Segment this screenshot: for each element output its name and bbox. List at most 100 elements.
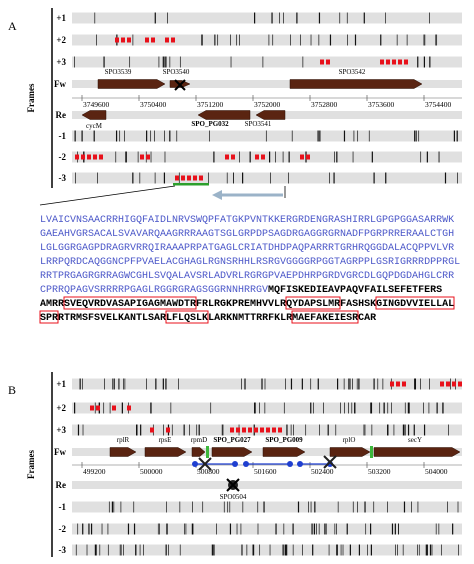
sequence-segment: MQFISKEDIEAVPAQVFAILSEFETFERS [268,285,442,296]
deleted-mark [323,455,337,469]
sequence-segment: QYDAPSLMR [286,299,340,310]
gene-arrow [373,447,461,457]
orf-hit [260,427,264,433]
sequence-segment: CPRRQPAGVSRRRRPGAGLRGGRGRAGSGGRNNHRRGV [40,285,268,296]
orf-hit [446,381,450,387]
frame-track [72,481,462,489]
gene-label: SPO_PG032 [191,120,229,128]
orf-hit [402,381,406,387]
start-marker [206,446,209,458]
frame-track [72,172,462,184]
frame-label: +2 [56,403,66,413]
sequence-line: LVAICVNSAACRRHIGQFAIDLNRVSWQPFATGKPVNTKK… [40,215,454,226]
sequence-line: AMRRSVEQVRDVASAPIGAGMAWDTRFRLRGKPREMHVVL… [40,299,454,310]
sequence-line: CPRRQPAGVSRRRRPGAGLRGGRGRAGSGGRNNHRRGVMQ… [40,285,442,296]
coord-label: 499200 [83,467,106,476]
frame-label: -2 [59,152,67,162]
start-marker [370,446,373,458]
frame-label: +3 [56,57,66,67]
frame-label: -2 [59,524,67,534]
gene-arrow [109,447,137,457]
orf-hit [242,427,246,433]
peptide-box [39,310,59,324]
frame-label: -1 [59,502,67,512]
frame-track [72,34,462,46]
gene-label: secY [408,436,422,444]
sequence-segment: RRTPRGAGRGRRAGWCGHLSVQALAVSRLADVRLRGRGPV… [40,271,454,282]
sequence-segment: GAEAHVGRSACALSVAVARQAAGRRRAAGTSGLGRPDPSA… [40,229,454,240]
orf-hit [99,154,103,160]
orf-hit [166,427,170,433]
orf-hit [386,59,390,65]
orf-hit [93,154,97,160]
coord-label: 3751200 [197,100,224,109]
orf-hit [458,381,462,387]
sequence-line: SPRRTRMSFSVELKANTLSARLFLQSLKLARKNMTTRRFK… [40,313,376,324]
orf-hit [306,154,310,160]
peptide-box [63,296,197,310]
sequence-line: GAEAHVGRSACALSVAVARQAAGRRRAAGTSGLGRPDPSA… [40,229,454,240]
gene-label: rpmD [191,436,207,444]
gene-label: rpsE [159,436,172,444]
gene-arrow [211,447,253,457]
frame-label: -3 [59,173,67,183]
orf-underline [173,183,209,186]
frame-label: -1 [59,131,67,141]
sequence-segment: FASHSK [340,299,376,310]
frame-label: +1 [56,13,66,23]
frame-label: -3 [59,545,67,555]
peptide-box [375,296,455,310]
orf-hit [115,37,119,43]
frame-label: Re [56,480,67,490]
frame-label: +2 [56,35,66,45]
orf-hit [390,381,394,387]
orf-hit [272,427,276,433]
frame-track [72,12,462,24]
orf-hit [398,59,402,65]
gene-label: SPO3539 [105,68,132,76]
sequence-line: RRTPRGAGRGRRAGWCGHLSVQALAVSRLADVRLRGRGPV… [40,271,454,282]
sequence-segment: CAR [358,313,376,324]
frames-label: Frames [26,450,36,479]
panel-label: B [8,383,16,397]
gene-arrow [255,110,286,120]
orf-hit [181,175,185,181]
link-node [232,461,238,467]
orf-hit [392,59,396,65]
orf-hit [452,381,456,387]
coord-label: 3753600 [368,100,395,109]
orf-hit [278,427,282,433]
orf-hit [225,154,229,160]
gene-label: SPO_PG009 [265,436,303,444]
frame-label: +1 [56,379,66,389]
orf-hit [248,427,252,433]
sequence-segment: AMRR [40,299,64,310]
gene-arrow [329,447,371,457]
gene-label: cycM [86,122,103,130]
deleted-mark [198,457,212,471]
orf-hit [140,154,144,160]
sequence-segment: LVAICVNSAACRRHIGQFAIDLNRVSWQPFATGKPVNTKK… [40,215,454,226]
coord-label: 3754400 [425,100,452,109]
orf-hit [255,154,259,160]
coord-label: 500800 [197,467,220,476]
gene-arrow [289,79,423,89]
frame-track [72,544,462,556]
sequence-segment: SPR [40,313,58,324]
frame-label: Fw [54,447,66,457]
orf-hit [127,405,131,411]
orf-hit [145,37,149,43]
coord-label: 3749600 [83,100,110,109]
orf-hit [75,154,79,160]
sequence-segment: LARKNMTTRRFKLR [208,313,292,324]
coord-label: 504000 [425,467,448,476]
sequence-segment: MAEFAKEIESR [292,313,358,324]
frame-track [72,501,462,513]
orf-hit [171,37,175,43]
sequence-segment: SVEQVRDVASAPIGAGMAWDTR [64,299,196,310]
panel-label: A [8,19,17,33]
gene-label: SPO0504 [220,493,247,501]
orf-hit [266,427,270,433]
orf-hit [150,427,154,433]
gene-label: SPO_PG027 [213,436,251,444]
